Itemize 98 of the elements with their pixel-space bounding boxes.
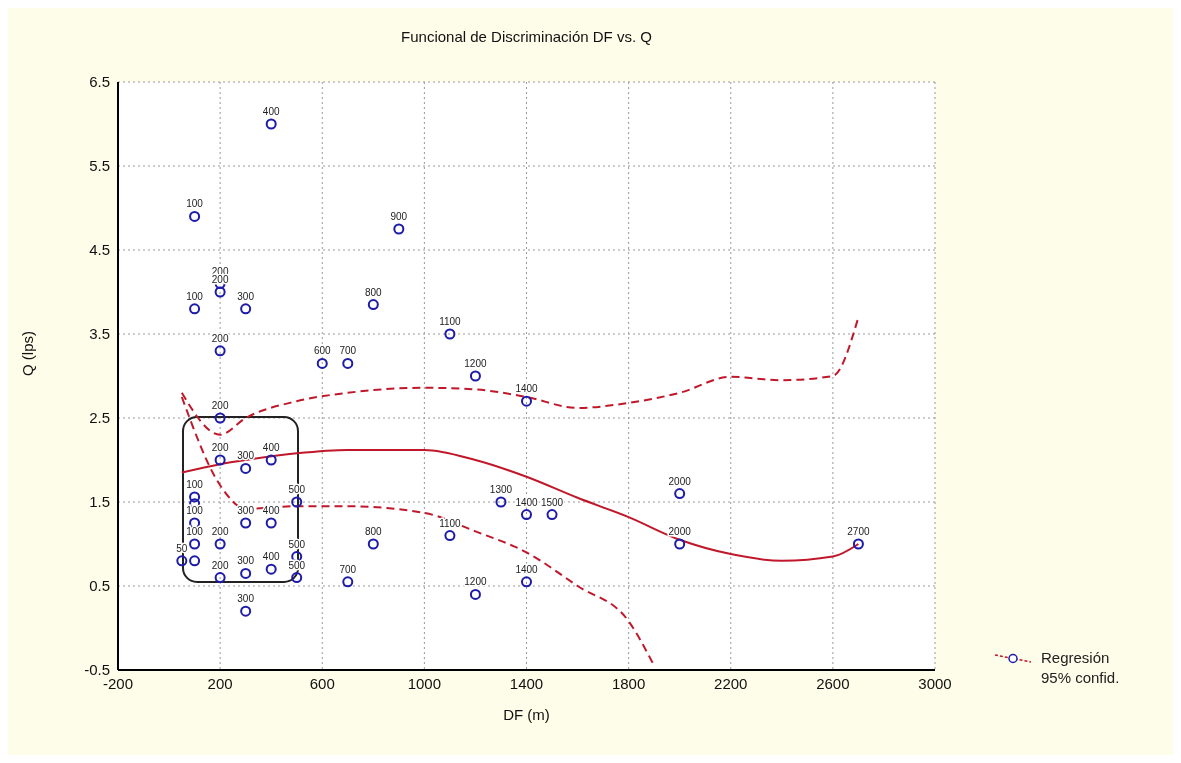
point xyxy=(546,509,558,521)
annotation: 200 xyxy=(211,526,229,537)
chart-title: Funcional de Discriminación DF vs. Q xyxy=(400,28,653,45)
annotation: 300 xyxy=(237,290,255,302)
point xyxy=(469,370,481,382)
point xyxy=(189,303,201,315)
annotation: 200 xyxy=(211,559,229,571)
point xyxy=(265,118,277,130)
x-tick-label: 1000 xyxy=(407,674,442,692)
annotation: 2000 xyxy=(668,526,692,537)
point xyxy=(214,538,226,550)
y-tick-label: 6.5 xyxy=(89,73,110,91)
x-tick-label: 2600 xyxy=(816,674,850,692)
annotation: 100 xyxy=(186,478,204,490)
annotation: 600 xyxy=(313,345,332,357)
x-tick-label: 1800 xyxy=(611,674,646,692)
point xyxy=(176,555,188,567)
annotation: 100 xyxy=(186,505,204,516)
point xyxy=(265,517,277,529)
point xyxy=(240,462,252,474)
annotation: 300 xyxy=(237,505,255,516)
y-axis-title: Q (lps) xyxy=(19,331,37,376)
point xyxy=(214,572,226,584)
x-axis-title: DF (m) xyxy=(503,706,550,723)
point xyxy=(189,538,201,550)
annotation: 400 xyxy=(262,106,280,117)
annotation: 1500 xyxy=(540,496,564,508)
point xyxy=(367,299,379,311)
annotation: 100 xyxy=(186,526,204,537)
point xyxy=(265,563,277,575)
point xyxy=(520,509,533,521)
point xyxy=(674,538,686,550)
annotation: 1400 xyxy=(515,496,539,508)
point xyxy=(342,576,354,588)
annotation: 300 xyxy=(237,593,255,605)
point xyxy=(189,555,201,567)
annotation: 1400 xyxy=(515,563,539,575)
point xyxy=(240,517,252,529)
legend-label: Regresión xyxy=(1041,648,1110,668)
point xyxy=(520,576,533,588)
annotation: 300 xyxy=(237,450,255,462)
point xyxy=(444,530,456,542)
annotation: 1100 xyxy=(439,517,462,529)
y-tick-label: 5.5 xyxy=(89,157,110,175)
annotation: 1200 xyxy=(464,358,487,369)
annotation: 100 xyxy=(186,290,204,302)
point xyxy=(214,454,226,466)
annotation: 200 xyxy=(211,332,229,344)
point xyxy=(240,605,252,617)
annotation: 700 xyxy=(339,563,357,575)
point xyxy=(520,395,533,407)
annotation: 900 xyxy=(390,211,408,222)
point xyxy=(674,488,686,500)
x-tick-label: 1400 xyxy=(509,674,544,692)
y-tick-label: 1.5 xyxy=(89,493,110,511)
y-tick-label: 2.5 xyxy=(89,409,110,427)
point xyxy=(240,567,252,579)
annotation: 100 xyxy=(186,198,204,210)
point xyxy=(214,345,226,357)
annotation: 1300 xyxy=(489,484,513,495)
y-tick-label: 4.5 xyxy=(89,241,110,259)
point xyxy=(189,491,201,503)
point xyxy=(393,223,405,235)
point xyxy=(342,357,354,369)
annotation: 200 xyxy=(211,400,229,411)
point xyxy=(444,328,456,340)
annotation: 400 xyxy=(262,551,280,563)
annotation: 200 xyxy=(211,442,229,453)
x-tick-label: 200 xyxy=(207,674,233,692)
x-tick-label: 3000 xyxy=(918,674,952,692)
text: 95% confid. xyxy=(1041,668,1120,688)
annotation: 400 xyxy=(262,505,280,516)
annotation: 800 xyxy=(364,526,383,537)
annotation: 300 xyxy=(237,555,255,567)
annotation: 2000 xyxy=(668,475,692,487)
annotation: 1400 xyxy=(515,383,539,395)
x-tick-label: 2200 xyxy=(714,674,748,692)
y-tick-label: 0.5 xyxy=(89,577,110,595)
annotation: 1100 xyxy=(439,316,462,327)
point xyxy=(316,357,328,369)
point xyxy=(495,496,507,508)
annotation: 2700 xyxy=(847,526,870,537)
y-tick-label: 3.5 xyxy=(89,325,110,343)
point xyxy=(291,572,303,584)
point xyxy=(852,538,864,550)
annotation: 700 xyxy=(339,345,357,357)
point xyxy=(240,303,252,315)
point xyxy=(291,496,303,508)
point xyxy=(367,538,379,550)
point xyxy=(214,286,226,298)
point xyxy=(265,454,277,466)
point xyxy=(469,588,481,600)
point xyxy=(214,412,226,424)
annotation: 400 xyxy=(262,442,280,453)
point xyxy=(189,210,201,222)
x-tick-label: 600 xyxy=(309,674,335,692)
annotation: 1200 xyxy=(464,576,487,588)
annotation: 800 xyxy=(364,286,383,298)
